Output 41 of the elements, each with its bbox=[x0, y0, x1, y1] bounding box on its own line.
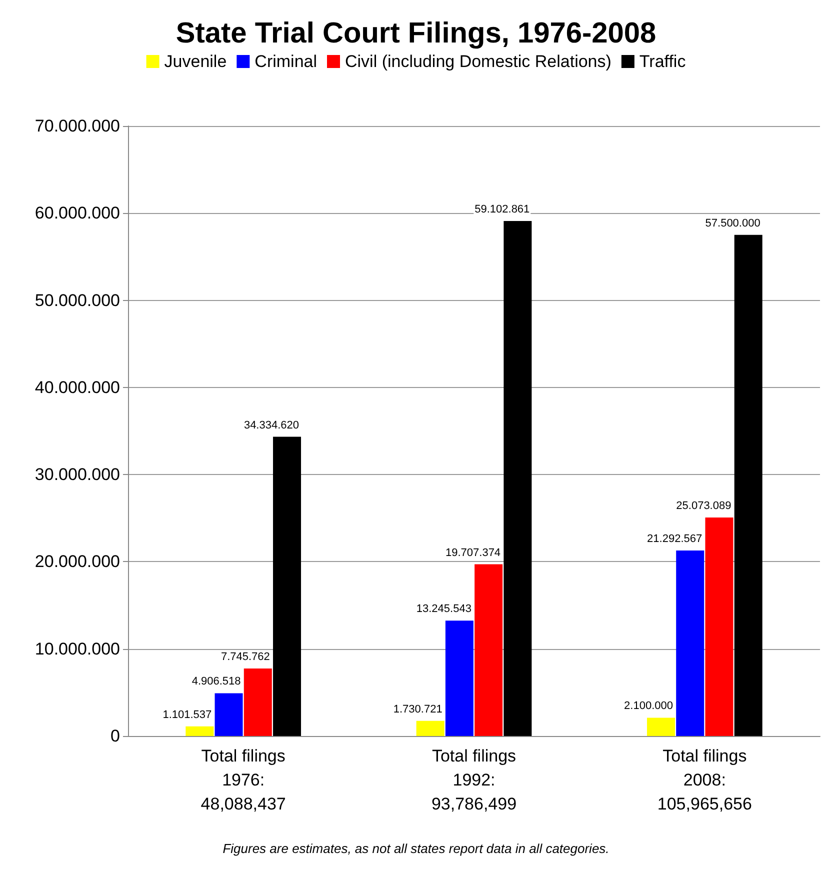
text: Figures are estimates, as not all states report data in all categories. bbox=[222, 841, 610, 856]
data-label: 34.334.620 bbox=[244, 419, 300, 432]
data-label: 7.745.762 bbox=[220, 651, 270, 663]
chart-title: State Trial Court Filings, 1976-2008 bbox=[176, 18, 656, 50]
y-tick-label: 10.000.000 bbox=[34, 639, 120, 658]
bar bbox=[416, 720, 444, 736]
bar bbox=[676, 550, 704, 736]
x-tick-label: Total filings 1976: 48,088,437 bbox=[200, 746, 286, 814]
bar bbox=[705, 518, 734, 736]
data-label: 25.073.089 bbox=[676, 500, 732, 512]
data-label: 57.500.000 bbox=[705, 217, 760, 230]
data-label: 4.906.518 bbox=[192, 676, 241, 688]
legend-label: Juvenile bbox=[164, 52, 227, 71]
data-label: 13.245.543 bbox=[416, 603, 472, 616]
y-tick-label: 50.000.000 bbox=[34, 290, 120, 310]
bar bbox=[214, 693, 243, 736]
bar bbox=[273, 436, 302, 736]
y-tick-label: 70.000.000 bbox=[34, 116, 120, 136]
data-label: 1.101.537 bbox=[162, 708, 212, 721]
bar bbox=[504, 220, 532, 736]
y-tick-label: 60.000.000 bbox=[34, 204, 120, 223]
data-label: 1.730.721 bbox=[393, 703, 442, 716]
legend-label: Civil (including Domestic Relations) bbox=[345, 52, 612, 71]
bar bbox=[445, 620, 474, 736]
data-label: 2.100.000 bbox=[624, 700, 673, 712]
bar bbox=[474, 564, 503, 736]
y-tick-label: 40.000.000 bbox=[34, 378, 120, 397]
y-tick-label: 0 bbox=[110, 726, 120, 746]
y-tick-label: 30.000.000 bbox=[34, 465, 120, 484]
bar bbox=[244, 668, 272, 736]
data-label: 21.292.567 bbox=[647, 532, 702, 545]
data-label: 59.102.861 bbox=[474, 203, 530, 216]
bar bbox=[646, 718, 675, 736]
x-tick-label: Total filings 2008: 105,965,656 bbox=[657, 746, 752, 814]
bar bbox=[734, 234, 762, 736]
bar bbox=[186, 726, 214, 736]
y-tick-label: 20.000.000 bbox=[34, 552, 120, 572]
legend-label: Criminal bbox=[254, 52, 318, 71]
x-tick-label: Total filings 1992: 93,786,499 bbox=[431, 746, 517, 814]
legend-label: Traffic bbox=[639, 52, 686, 71]
data-label: 19.707.374 bbox=[445, 546, 501, 559]
